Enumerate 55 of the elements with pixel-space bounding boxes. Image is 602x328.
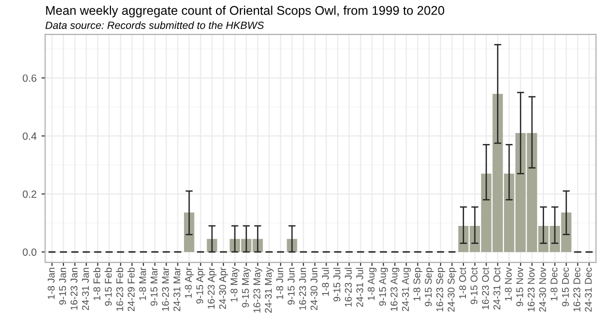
chart-subtitle: Data source: Records submitted to the HKBWS	[45, 21, 264, 29]
x-tick-label: 1-8 Oct	[459, 267, 466, 298]
x-tick-label: 1-8 Jul	[322, 268, 329, 296]
x-tick-label: 16-23 Dec	[573, 268, 580, 312]
x-tick-label: 9-15 Oct	[470, 267, 478, 304]
x-tick-label: 24-29 Feb	[127, 268, 135, 312]
x-tick-label: 16-23 Aug	[390, 268, 400, 311]
x-tick-label: 24-31 Dec	[584, 268, 592, 312]
x-tick-label: 24-30 Jun	[310, 268, 318, 310]
x-tick-label: 24-30 Nov	[539, 267, 546, 312]
x-tick-label: 16-23 May	[253, 267, 262, 312]
x-tick-label: 1-8 Jan	[48, 268, 55, 299]
x-tick-label: 24-31 Aug	[402, 268, 411, 312]
x-tick-label: 16-23 Jun	[299, 268, 306, 310]
x-tick-label: 16-23 Nov	[528, 267, 535, 312]
x-tick-label: 1-8 Feb	[93, 268, 100, 300]
x-tick-label: 24-31 Jul	[356, 268, 364, 307]
x-tick-label: 1-8 Apr	[184, 267, 194, 298]
x-tick-label: 16-23 Feb	[116, 268, 124, 311]
x-tick-label: 16-23 Jan	[70, 268, 78, 310]
x-tick-label: 1-8 Mar	[139, 267, 146, 300]
x-tick-label: 9-15 May	[242, 267, 251, 308]
x-tick-label: 24-31 Jan	[82, 268, 89, 310]
x-tick-label: 9-15 Mar	[150, 267, 158, 306]
x-tick-label: 1-8 Aug	[368, 268, 377, 300]
chart-title: Mean weekly aggregate count of Oriental Scops Owl, from 1999 to 2020	[46, 6, 444, 18]
bar	[184, 212, 194, 252]
x-tick-label: 9-15 Jul	[333, 268, 340, 302]
x-tick-label: 9-15 Jan	[59, 268, 66, 305]
y-tick-label: 0.6	[22, 74, 36, 82]
x-tick-label: 24-31 Mar	[173, 267, 180, 312]
x-tick-label: 16-23 Sep	[436, 268, 446, 312]
x-tick-label: 24-30 Apr	[219, 267, 228, 309]
x-tick-label: 9-15 Nov	[516, 267, 524, 306]
x-tick-label: 1-8 Jun	[276, 268, 284, 299]
x-tick-label: 16-23 Mar	[162, 267, 169, 311]
x-tick-label: 1-8 Sep	[413, 268, 422, 301]
x-tick-label: 1-8 Nov	[504, 267, 512, 301]
x-tick-label: 9-15 Apr	[196, 267, 206, 304]
x-tick-label: 16-23 Jul	[344, 268, 352, 307]
x-tick-label: 24-31 May	[264, 267, 274, 313]
y-tick-label: 0.4	[22, 132, 37, 140]
x-tick-label: 24-30 Sep	[448, 268, 457, 312]
x-tick-label: 9-15 Dec	[562, 268, 569, 306]
x-tick-label: 9-15 Sep	[424, 268, 434, 306]
x-tick-label: 1-8 Dec	[550, 268, 558, 301]
x-tick-label: 24-31 Oct	[493, 267, 500, 310]
y-tick-label: 0.2	[22, 190, 36, 198]
y-tick-label: 0.0	[22, 248, 36, 256]
x-tick-label: 9-15 Aug	[379, 268, 388, 306]
x-tick-label: 16-23 Apr	[208, 267, 217, 309]
x-tick-label: 1-8 May	[230, 267, 240, 302]
x-tick-label: 16-23 Oct	[482, 267, 489, 310]
x-tick-label: 9-15 Feb	[104, 268, 112, 306]
x-tick-label: 9-15 Jun	[288, 268, 295, 305]
